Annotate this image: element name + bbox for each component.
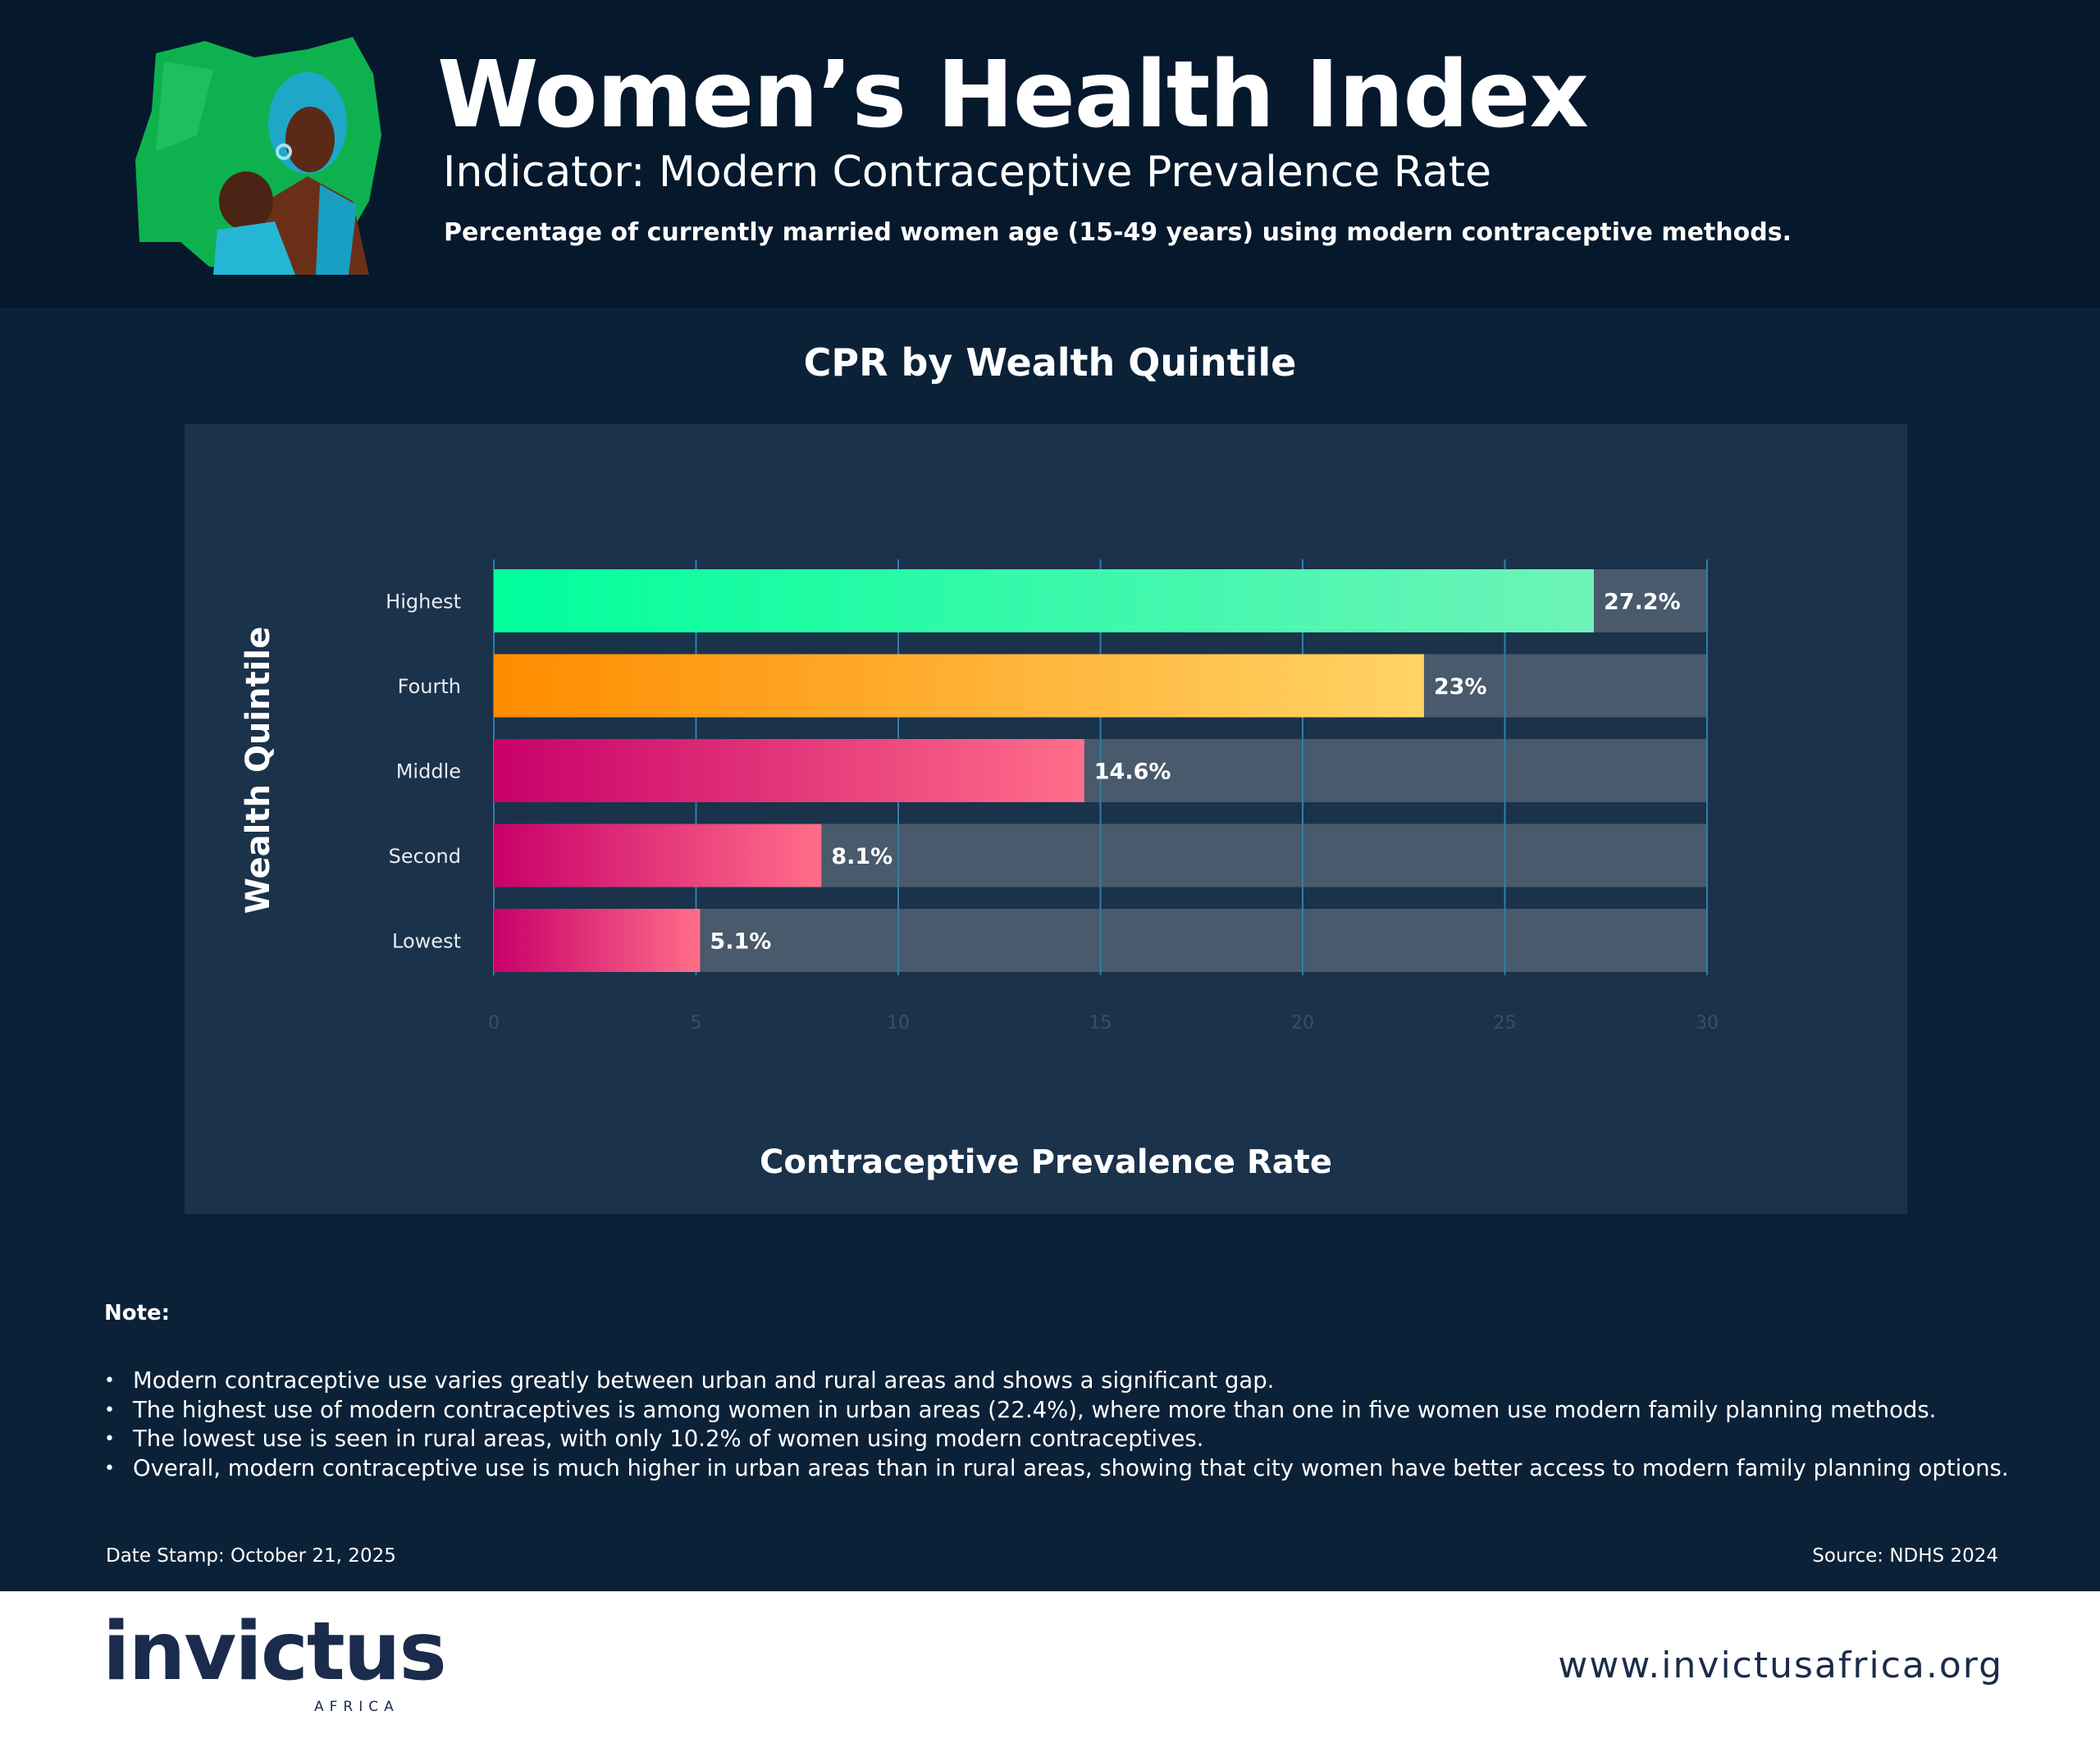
bullet: • (104, 1429, 115, 1449)
logo-subtext: AFRICA (314, 1699, 399, 1715)
data-label: 8.1% (831, 844, 892, 869)
data-label: 23% (1434, 674, 1487, 700)
category-label: Highest (386, 591, 461, 614)
x-tick-label: 20 (1291, 1013, 1314, 1033)
y-axis-title: Wealth Quintile (240, 627, 277, 914)
category-label: Middle (396, 760, 461, 783)
x-tick-label: 0 (488, 1013, 500, 1033)
logo-wordmark: invictus (103, 1605, 447, 1699)
bar-middle (494, 739, 1084, 802)
bar-highest (494, 569, 1594, 632)
chart-panel: 27.2% Highest 23% Fourth 14.6% Middle 8.1% Seco… (185, 424, 1907, 1214)
bar-fourth (494, 654, 1424, 718)
indicator-description: Percentage of currently married women ag… (444, 218, 1792, 247)
data-label: 5.1% (710, 929, 771, 955)
bullet: • (104, 1458, 115, 1479)
invictus-logo: invictus AFRICA (103, 1612, 447, 1718)
x-tick-label: 15 (1089, 1013, 1112, 1033)
note-item: • Overall, modern contraceptive use is mu… (104, 1454, 2073, 1484)
x-tick-label: 5 (691, 1013, 702, 1033)
x-tick-label: 30 (1696, 1013, 1719, 1033)
data-label: 14.6% (1094, 760, 1171, 785)
notes-list: • Modern contraceptive use varies greatly… (104, 1367, 2073, 1483)
website-link[interactable]: www.invictusafrica.org (1558, 1645, 2003, 1686)
note-label: Note: (104, 1301, 171, 1326)
note-item: • The highest use of modern contraceptive… (104, 1396, 2073, 1426)
footer-band (0, 1591, 2100, 1743)
x-axis-title: Contraceptive Prevalence Rate (760, 1143, 1332, 1181)
note-item: • Modern contraceptive use varies greatly… (104, 1367, 2073, 1396)
note-item: • The lowest use is seen in rural areas, … (104, 1425, 2073, 1454)
indicator-subtitle: Indicator: Modern Contraceptive Prevalen… (443, 148, 1492, 197)
category-label: Second (389, 845, 461, 868)
bar-chart: 27.2% Highest 23% Fourth 14.6% Middle 8.1% Seco… (240, 559, 1719, 1181)
bar-lowest (494, 909, 701, 972)
chart-title: CPR by Wealth Quintile (803, 340, 1297, 385)
x-tick-label: 10 (887, 1013, 910, 1033)
source-label: Source: NDHS 2024 (1812, 1545, 1998, 1567)
bullet: • (104, 1371, 115, 1391)
category-label: Lowest (392, 930, 461, 953)
x-tick-label: 25 (1494, 1013, 1517, 1033)
category-label: Fourth (398, 675, 461, 698)
bullet: • (104, 1399, 115, 1421)
bar-second (494, 824, 822, 887)
nigeria-map-mother-child-illustration (135, 37, 381, 275)
data-label: 27.2% (1604, 590, 1681, 615)
page-title: Women’s Health Index (437, 42, 1589, 148)
date-stamp: Date Stamp: October 21, 2025 (106, 1545, 396, 1567)
